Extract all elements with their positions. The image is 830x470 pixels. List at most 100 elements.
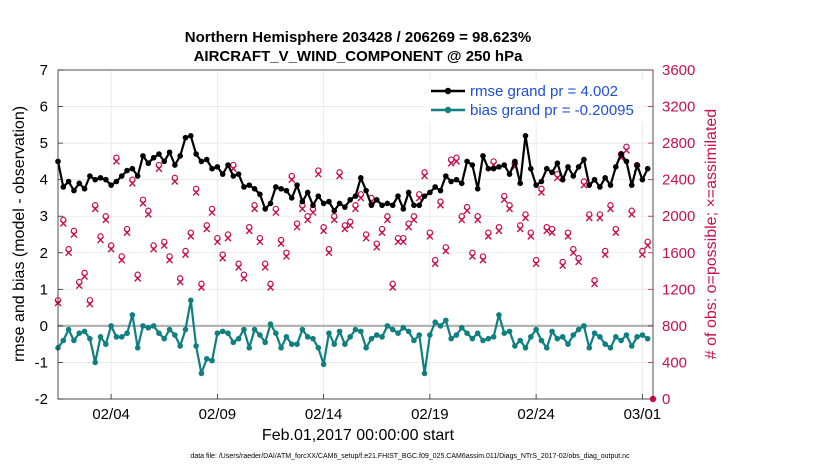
bias-point	[225, 330, 231, 337]
bias-point	[411, 337, 417, 344]
rmse-point	[182, 134, 189, 141]
obs-assimilated-marker	[479, 256, 487, 264]
obs-possible-marker	[261, 260, 269, 267]
obs-assimilated-marker	[522, 214, 529, 222]
obs-assimilated-marker	[458, 216, 466, 224]
rmse-point	[273, 184, 279, 190]
bias-point	[554, 335, 561, 342]
chart-title-line2: AIRCRAFT_V_WIND_COMPONENT @ 250 hPa	[194, 48, 524, 65]
y-tick-label: 7	[40, 62, 48, 79]
obs-possible-marker	[416, 191, 423, 198]
bias-point	[60, 337, 67, 344]
bias-point	[453, 332, 460, 338]
bias-point	[437, 323, 444, 329]
obs-assimilated-marker	[399, 238, 407, 246]
obs-possible-marker	[543, 223, 550, 231]
rmse-point	[400, 206, 407, 212]
rmse-point	[118, 173, 125, 179]
bias-point	[203, 355, 210, 362]
rmse-point	[363, 187, 369, 194]
obs-possible-marker	[352, 202, 359, 209]
obs-assimilated-marker	[182, 251, 189, 259]
x-axis-ticks: 02/04 02/09 02/14 02/19 02/24 03/01	[92, 394, 661, 423]
obs-possible-marker	[421, 169, 428, 176]
bias-point	[543, 345, 550, 351]
y-right-tick-label: 2800	[662, 135, 695, 152]
obs-possible-marker	[357, 191, 365, 198]
bias-point	[559, 334, 566, 340]
obs-assimilated-marker	[102, 216, 110, 224]
obs-possible-marker	[564, 229, 572, 236]
y-axis-left-ticks: -2 -1 0 1 2 3 4 5 6 7	[35, 62, 63, 408]
x-tick-label: 02/09	[199, 406, 237, 423]
obs-assimilated-marker	[559, 262, 567, 270]
obs-assimilated-marker	[81, 273, 89, 281]
bias-point	[150, 323, 157, 329]
obs-possible-marker	[346, 218, 354, 225]
obs-possible-marker	[166, 253, 173, 260]
obs-possible-marker	[548, 225, 556, 233]
rmse-point	[92, 176, 98, 183]
y-tick-label: 1	[40, 281, 48, 298]
bias-point	[416, 332, 423, 338]
obs-possible-marker	[628, 207, 635, 214]
rmse-point	[512, 158, 518, 165]
obs-possible-marker	[198, 280, 205, 288]
bias-point	[432, 319, 438, 326]
obs-assimilated-marker	[580, 181, 588, 189]
rmse-point	[225, 162, 231, 168]
x-tick-label: 03/01	[624, 406, 662, 423]
bias-point	[177, 343, 183, 349]
obs-assimilated-marker	[277, 240, 285, 248]
bias-point	[570, 332, 577, 338]
obs-assimilated-marker	[298, 205, 306, 213]
bias-point	[368, 335, 375, 342]
obs-assimilated-marker	[564, 232, 572, 240]
y-tick-label: 5	[40, 135, 48, 152]
obs-possible-marker	[336, 169, 343, 176]
y-tick-label: 3	[40, 208, 48, 225]
obs-assimilated-marker	[91, 205, 99, 213]
bias-point	[618, 337, 624, 344]
obs-possible-marker	[267, 280, 274, 288]
y-tick-label: 0	[40, 318, 48, 335]
obs-possible-marker	[129, 176, 136, 183]
obs-possible-marker	[235, 260, 242, 267]
obs-possible-marker	[97, 233, 104, 240]
obs-assimilated-marker	[171, 177, 179, 185]
rmse-point	[405, 189, 412, 196]
obs-assimilated-marker	[336, 172, 344, 180]
rmse-point	[209, 165, 215, 172]
obs-assimilated-marker	[288, 176, 296, 184]
obs-possible-marker	[341, 222, 349, 229]
rmse-point	[533, 182, 539, 188]
obs-possible-marker	[60, 216, 67, 224]
rmse-point	[448, 178, 454, 185]
legend-rmse-marker	[444, 87, 452, 95]
rmse-point	[506, 171, 513, 177]
obs-possible-marker	[580, 178, 588, 185]
obs-possible-marker	[145, 207, 152, 214]
obs-assimilated-marker	[150, 245, 158, 253]
rmse-point	[251, 186, 258, 192]
y-right-tick-label: 800	[662, 318, 687, 335]
rmse-point	[193, 151, 199, 157]
rmse-point	[395, 193, 401, 199]
rmse-point	[458, 180, 465, 187]
obs-assimilated-marker	[569, 249, 577, 257]
bias-point	[299, 326, 306, 333]
rmse-point	[81, 186, 88, 192]
bias-point	[273, 330, 279, 337]
bias-point	[448, 335, 454, 342]
rmse-point	[522, 133, 529, 139]
obs-possible-marker	[219, 251, 226, 258]
obs-assimilated-marker	[405, 223, 413, 231]
rmse-point	[235, 171, 242, 177]
obs-possible-marker	[506, 202, 513, 209]
obs-possible-marker	[362, 231, 370, 238]
rmse-point	[230, 173, 237, 179]
rmse-point	[490, 165, 497, 172]
bias-point	[613, 334, 619, 340]
obs-possible-marker	[171, 174, 179, 182]
